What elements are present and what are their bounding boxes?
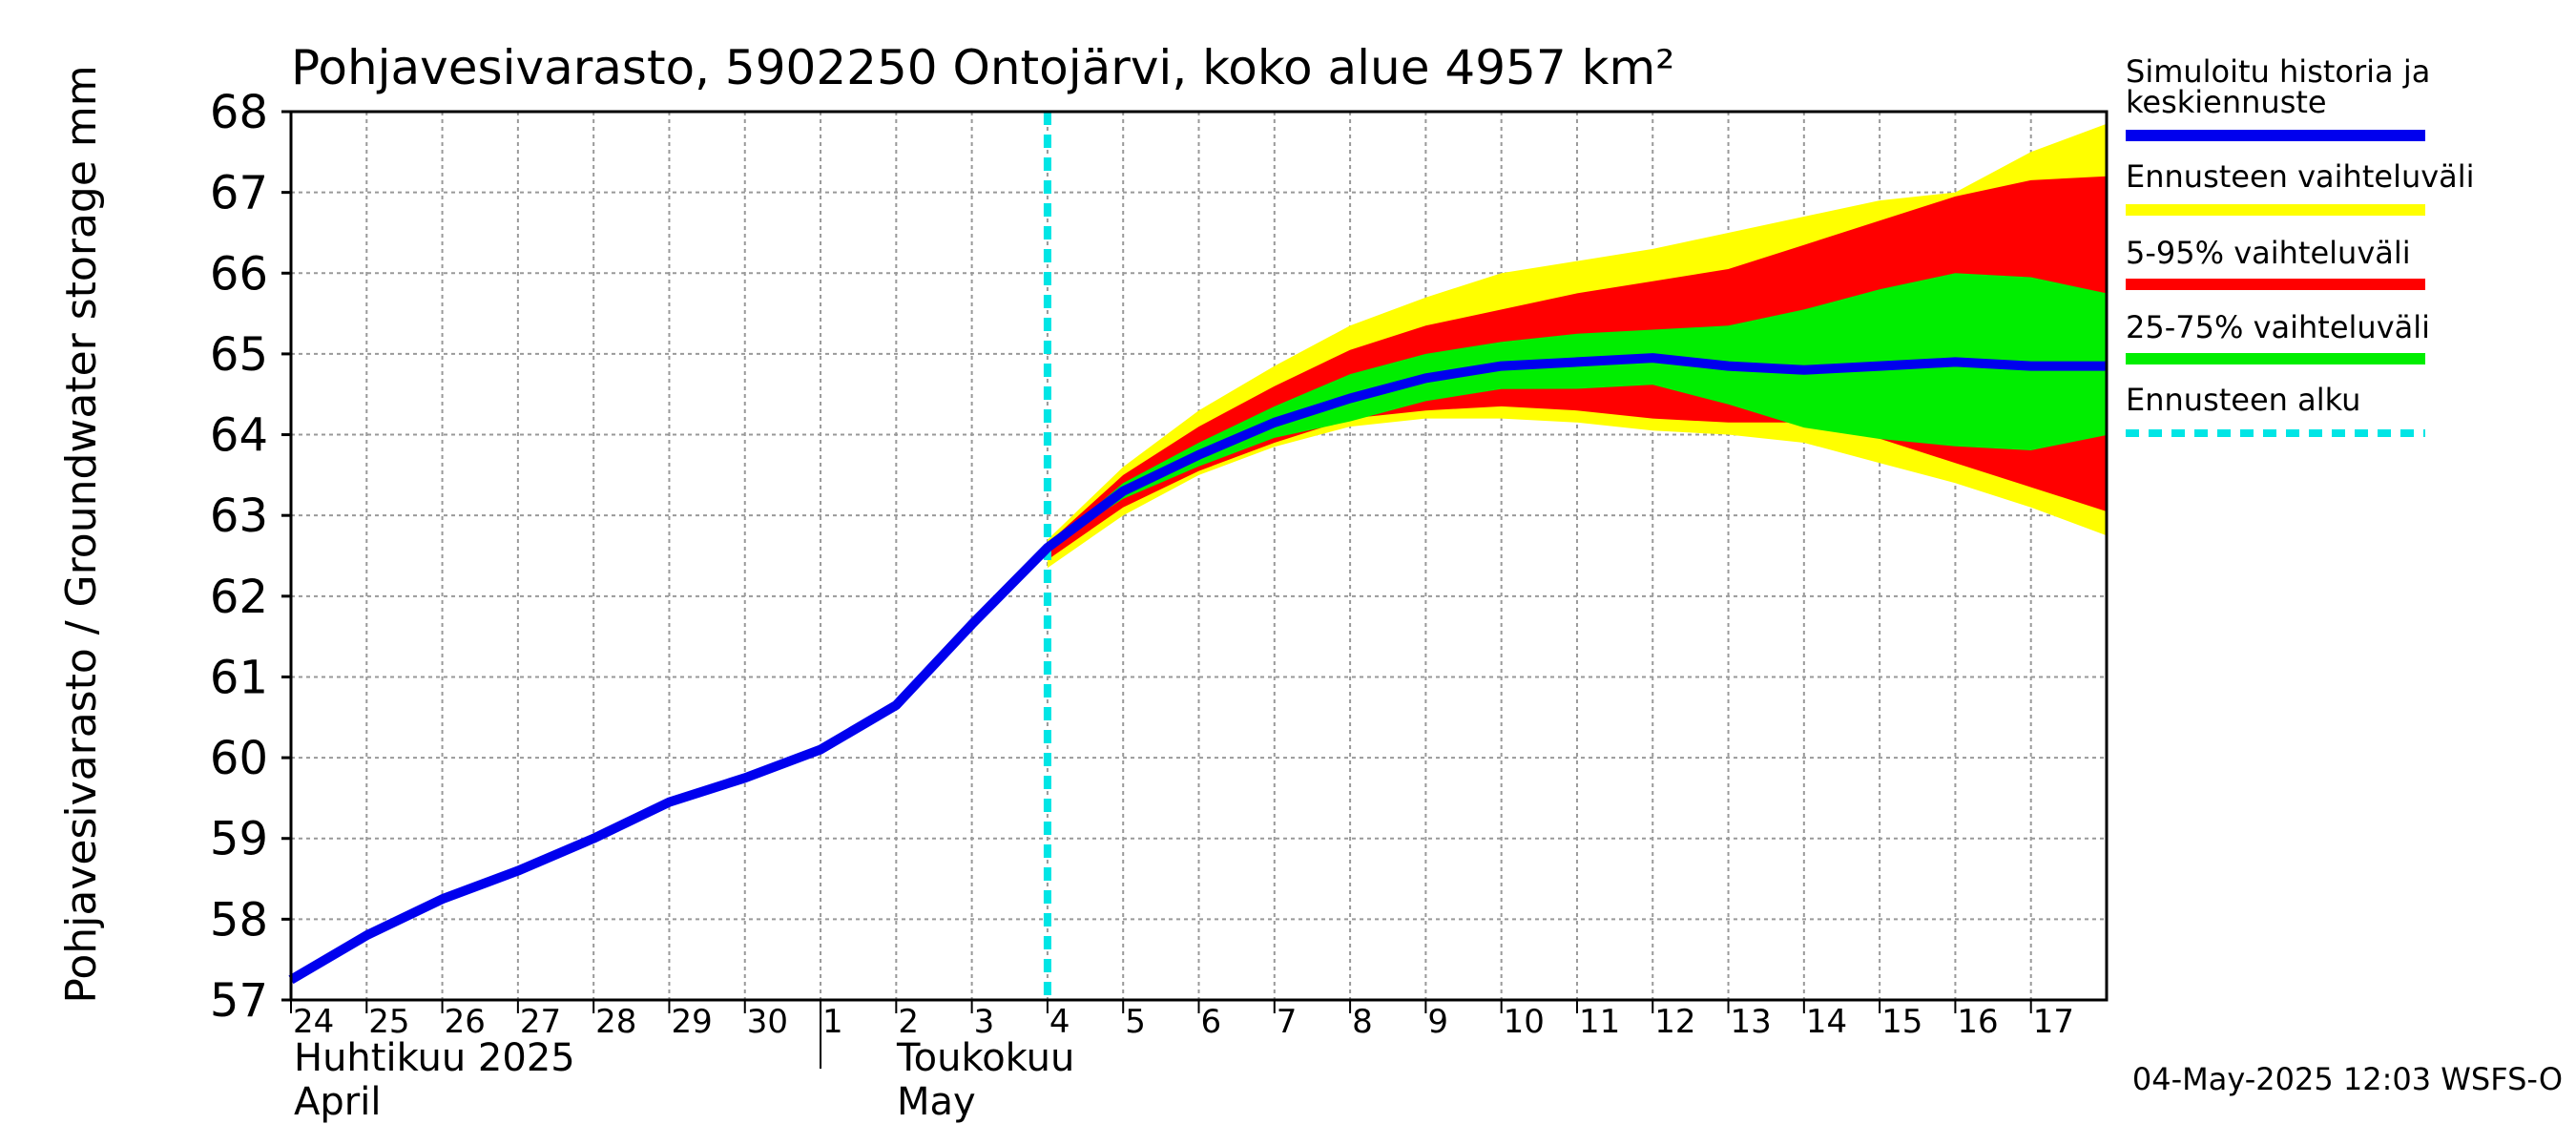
legend: Simuloitu historia ja keskiennuste Ennus…	[2126, 53, 2475, 437]
x-tick-label: 12	[1654, 1003, 1695, 1041]
y-tick-label: 60	[210, 732, 268, 785]
x-tick-label: 25	[368, 1003, 409, 1041]
y-tick-label: 67	[210, 167, 268, 220]
y-tick-label: 68	[210, 86, 268, 139]
x-tick-label: 4	[1049, 1003, 1070, 1041]
y-tick-label: 63	[210, 489, 268, 543]
x-tick-label: 29	[671, 1003, 712, 1041]
x-tick-label: 3	[974, 1003, 995, 1041]
x-tick-label: 10	[1504, 1003, 1545, 1041]
chart-title: Pohjavesivarasto, 5902250 Ontojärvi, kok…	[291, 40, 1674, 95]
y-tick-label: 61	[210, 651, 268, 704]
x-tick-label: 11	[1579, 1003, 1620, 1041]
timestamp-footer: 04-May-2025 12:03 WSFS-O	[2132, 1061, 2563, 1097]
x-tick-label: 6	[1201, 1003, 1222, 1041]
x-tick-label: 16	[1957, 1003, 1998, 1041]
x-axis-ticks: 24 25 26 27 28 29 30 1 2 3 4 5 6 7 8 9 10 11 12 13 14 15 16 17	[290, 1000, 2074, 1041]
x-tick-label: 26	[445, 1003, 486, 1041]
x-tick-label: 7	[1277, 1003, 1298, 1041]
y-tick-label: 62	[210, 571, 268, 624]
x-tick-label: 1	[822, 1003, 843, 1041]
y-tick-label: 66	[210, 247, 268, 301]
y-tick-label: 59	[210, 813, 268, 866]
x-tick-label: 9	[1427, 1003, 1448, 1041]
x-tick-label: 5	[1125, 1003, 1146, 1041]
legend-label-median-line2: keskiennuste	[2126, 84, 2327, 120]
y-axis-ticks: 57 58 59 60 61 62 63 64 65 66 67 68	[210, 86, 291, 1028]
x-tick-label: 15	[1881, 1003, 1922, 1041]
legend-label-forecast-start: Ennusteen alku	[2126, 382, 2360, 418]
legend-label-5-95: 5-95% vaihteluväli	[2126, 235, 2411, 271]
month-label-april-en: April	[294, 1080, 381, 1124]
y-tick-label: 65	[210, 328, 268, 382]
x-tick-label: 28	[595, 1003, 636, 1041]
median-series-line	[288, 353, 2107, 985]
series-lines	[288, 112, 2107, 1000]
y-tick-label: 57	[210, 974, 268, 1028]
legend-label-25-75: 25-75% vaihteluväli	[2126, 309, 2430, 345]
forecast-bands	[1047, 123, 2107, 569]
legend-label-median-line1: Simuloitu historia ja	[2126, 53, 2430, 90]
x-tick-label: 17	[2033, 1003, 2074, 1041]
x-tick-label: 24	[293, 1003, 334, 1041]
legend-label-full-range: Ennusteen vaihteluväli	[2126, 158, 2475, 195]
band-2	[1047, 273, 2107, 548]
x-tick-label: 13	[1731, 1003, 1772, 1041]
y-tick-label: 64	[210, 409, 268, 463]
x-tick-label: 30	[747, 1003, 788, 1041]
month-label-may-en: May	[897, 1080, 976, 1124]
y-tick-label: 58	[210, 893, 268, 947]
x-tick-label: 27	[520, 1003, 561, 1041]
month-label-may-fi: Toukokuu	[896, 1036, 1074, 1080]
y-axis-label: Pohjavesivarasto / Groundwater storage m…	[57, 65, 106, 1003]
x-tick-label: 8	[1352, 1003, 1373, 1041]
x-tick-label: 14	[1806, 1003, 1847, 1041]
x-tick-label: 2	[898, 1003, 919, 1041]
month-label-april-fi: Huhtikuu 2025	[294, 1036, 575, 1080]
